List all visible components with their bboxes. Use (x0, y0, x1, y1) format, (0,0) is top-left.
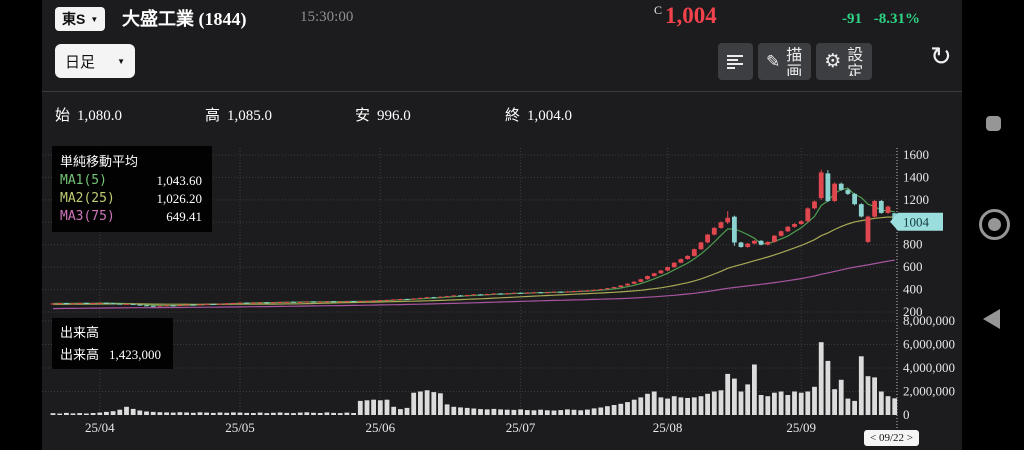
high-value: 1,085.0 (227, 108, 273, 124)
svg-text:1600: 1600 (903, 147, 929, 162)
close-flag: C (654, 3, 663, 17)
ma2-value: 1,026.20 (156, 191, 203, 206)
settings-button[interactable]: ⚙ 設定 (816, 43, 873, 80)
svg-text:25/07: 25/07 (506, 420, 536, 435)
android-nav-bar (962, 0, 1024, 450)
volume-label: 出来高 (60, 347, 100, 362)
svg-text:25/09: 25/09 (786, 420, 816, 435)
svg-text:1004: 1004 (903, 214, 930, 229)
svg-text:1200: 1200 (903, 192, 929, 207)
refresh-icon: ↻ (930, 42, 952, 72)
indicator-list-button[interactable] (718, 43, 753, 80)
date-cursor-badge[interactable]: < 09/22 > (864, 430, 919, 446)
svg-text:0: 0 (903, 407, 910, 422)
ma3-label: MA3(75) (60, 209, 115, 224)
svg-text:800: 800 (903, 237, 923, 252)
chevron-down-icon: ▼ (90, 14, 99, 24)
high-label: 高 (205, 108, 221, 124)
close-value: 1,004.0 (527, 108, 573, 124)
open-value: 1,080.0 (77, 108, 123, 124)
timeframe-label: 日足 (65, 53, 96, 71)
svg-text:2,000,000: 2,000,000 (903, 384, 955, 399)
chevron-down-icon: ▼ (117, 56, 125, 66)
svg-text:4,000,000: 4,000,000 (903, 360, 955, 375)
svg-text:25/08: 25/08 (653, 420, 683, 435)
svg-text:8,000,000: 8,000,000 (903, 313, 955, 328)
svg-text:25/04: 25/04 (85, 420, 115, 435)
ma-legend: 単純移動平均 MA1(5) 1,043.60 MA2(25) 1,026.20 MA… (52, 146, 212, 232)
draw-button-label: 描画 (786, 47, 803, 76)
svg-text:600: 600 (903, 259, 923, 274)
ma-legend-title: 単純移動平均 (60, 154, 139, 169)
ma1-value: 1,043.60 (156, 173, 203, 188)
quote-time: 15:30:00 (300, 9, 354, 25)
stock-title: 大盛工業 (1844) (122, 9, 247, 29)
chart-gridlines (42, 148, 898, 432)
ma1-label: MA1(5) (60, 173, 107, 188)
settings-button-label: 設定 (847, 47, 864, 76)
align-left-list-icon (727, 54, 743, 69)
quote-header: 東S ▼ 大盛工業 (1844) 15:30:00 C 1,004 -91 -8.… (42, 0, 962, 38)
svg-text:25/05: 25/05 (225, 420, 255, 435)
svg-text:1400: 1400 (903, 169, 929, 184)
volume-legend: 出来高 出来高 1,423,000 (52, 318, 174, 369)
current-price-tag: 1004 (890, 212, 943, 231)
recents-square-icon[interactable] (986, 116, 1001, 131)
svg-text:200: 200 (903, 304, 923, 319)
ma2-label: MA2(25) (60, 191, 115, 206)
home-circle-icon[interactable] (979, 209, 1010, 240)
close-label: 終 (505, 108, 521, 124)
last-price: 1,004 (665, 3, 717, 28)
gear-icon: ⚙ (824, 51, 842, 72)
price-change: -91 (842, 11, 862, 27)
pencil-icon: ✎ (766, 51, 781, 71)
low-label: 安 (355, 108, 371, 124)
draw-button[interactable]: ✎ 描画 (758, 43, 812, 80)
volume-value: 1,423,000 (109, 347, 162, 362)
toolbar-buttons: ✎ 描画 ⚙ 設定 (718, 43, 873, 80)
ma3-value: 649.41 (166, 209, 202, 224)
svg-text:25/06: 25/06 (365, 420, 395, 435)
market-label: 東S (62, 11, 86, 27)
low-value: 996.0 (377, 108, 411, 124)
timeframe-selector[interactable]: 日足 ▼ (55, 44, 135, 78)
svg-text:6,000,000: 6,000,000 (903, 337, 955, 352)
back-triangle-icon[interactable] (983, 309, 1000, 329)
ohlc-row: 始 1,080.0 高 1,085.0 安 996.0 終 1,004.0 (42, 92, 962, 138)
chart-toolbar: 日足 ▼ ✎ 描画 ⚙ 設定 ↻ (42, 38, 962, 92)
open-label: 始 (55, 108, 71, 124)
volume-legend-title: 出来高 (60, 325, 100, 340)
last-price-block: C 1,004 (654, 3, 717, 29)
volume-bars (50, 342, 898, 416)
app-content: 東S ▼ 大盛工業 (1844) 15:30:00 C 1,004 -91 -8.… (42, 0, 962, 450)
price-change-percent: -8.31% (873, 11, 920, 27)
svg-text:400: 400 (903, 282, 923, 297)
market-selector[interactable]: 東S ▼ (55, 7, 106, 31)
refresh-button[interactable]: ↻ (930, 42, 952, 72)
